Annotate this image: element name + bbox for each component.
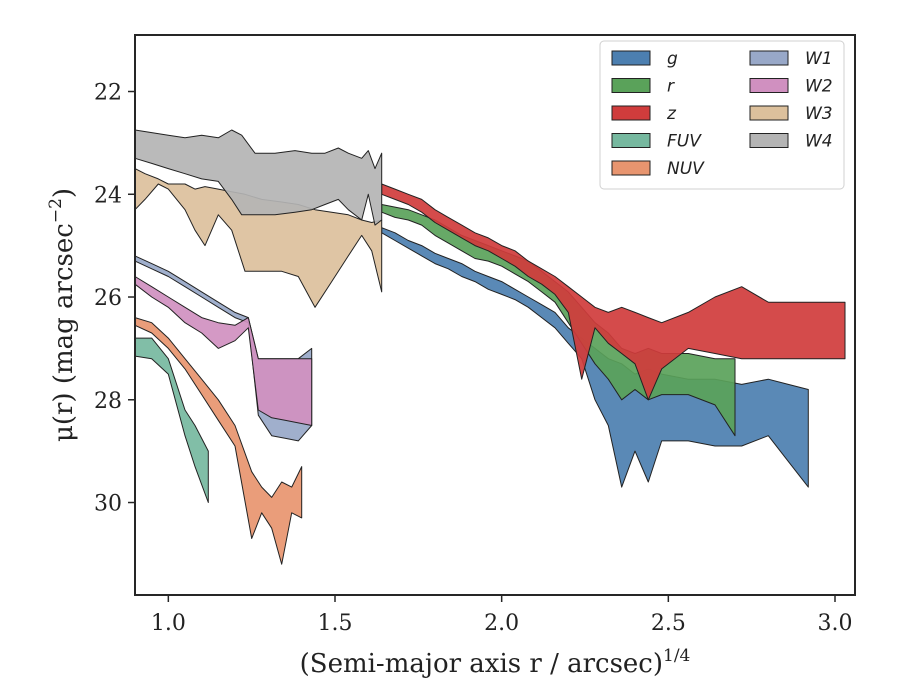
legend-label-w1: W1 — [805, 49, 833, 69]
band-fuv — [134, 337, 209, 503]
y-tick-label: 24 — [94, 183, 122, 208]
legend-label-z: z — [666, 104, 677, 124]
y-axis-label: μ(r) (mag arcsec−2) — [46, 188, 79, 442]
legend-swatch-z — [611, 105, 651, 121]
x-axis: 1.0 1.5 2.0 2.5 3.0 — [151, 595, 853, 636]
legend-swatch-g — [611, 50, 651, 66]
legend-label-w3: W3 — [805, 104, 833, 124]
y-tick-label: 28 — [94, 389, 122, 414]
legend-swatch-w3 — [749, 105, 789, 121]
x-tick-label: 1.0 — [151, 611, 186, 636]
y-tick-label: 30 — [94, 492, 122, 517]
legend-swatch-w2 — [749, 78, 789, 93]
x-tick-label: 2.5 — [651, 611, 686, 636]
y-tick-label: 26 — [94, 286, 122, 311]
x-tick-label: 1.5 — [318, 611, 353, 636]
x-tick-label: 2.0 — [484, 611, 519, 636]
legend-label-w2: W2 — [805, 77, 833, 97]
y-tick-label: 22 — [94, 81, 122, 106]
band-w4 — [134, 129, 383, 226]
legend-swatch-w4 — [749, 133, 789, 148]
legend-label-g: g — [667, 49, 678, 69]
y-axis: 22 24 26 28 30 — [94, 81, 135, 517]
legend-label-nuv: NUV — [667, 159, 705, 179]
band-z — [381, 183, 846, 401]
legend: grz FUV NUV W1 W2 W3 W4 — [599, 40, 845, 190]
plot-frame — [134, 34, 856, 596]
legend-label-r: r — [667, 77, 675, 97]
legend-swatch-nuv — [611, 160, 651, 176]
band-w3 — [134, 168, 383, 308]
band-nuv — [134, 317, 303, 565]
data-bands — [134, 129, 846, 565]
legend-swatch-r — [611, 78, 651, 93]
legend-swatch-w1 — [749, 50, 789, 66]
x-tick-label: 3.0 — [818, 611, 853, 636]
legend-label-w4: W4 — [805, 132, 833, 152]
x-axis-label: (Semi-major axis r / arcsec)1/4 — [300, 646, 691, 679]
legend-label-fuv: FUV — [667, 132, 702, 152]
band-w2 — [134, 276, 313, 426]
legend-swatch-fuv — [611, 133, 651, 148]
